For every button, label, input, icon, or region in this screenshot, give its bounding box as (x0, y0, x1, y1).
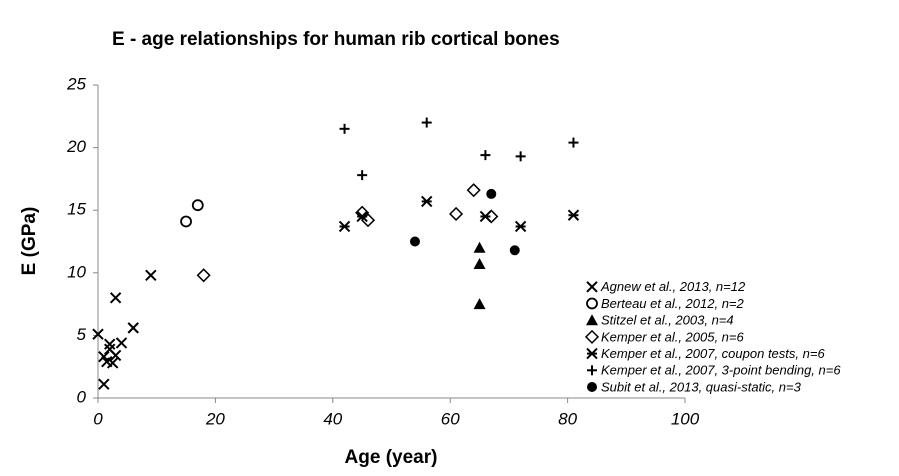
x-tick-label: 80 (558, 409, 577, 428)
marker-stroke (109, 292, 122, 304)
marker (196, 268, 211, 283)
marker (584, 329, 600, 344)
marker-stroke (127, 322, 139, 334)
marker (479, 210, 492, 223)
marker (106, 357, 119, 369)
marker (473, 258, 486, 270)
marker-stroke (109, 349, 122, 362)
marker (127, 322, 139, 334)
marker (109, 349, 122, 362)
y-tick-label: 5 (77, 325, 87, 344)
marker-shape (587, 382, 597, 392)
marker (92, 328, 104, 340)
y-tick-label: 10 (67, 262, 86, 281)
marker (568, 137, 579, 148)
marker (473, 298, 486, 310)
x-tick-label: 60 (441, 409, 460, 428)
marker-shape (466, 183, 481, 198)
marker-stroke (115, 337, 128, 349)
marker (586, 281, 598, 293)
marker (409, 236, 420, 247)
marker (357, 170, 368, 181)
marker-stroke (104, 338, 116, 350)
marker (180, 215, 192, 228)
legend-label: Kemper et al., 2007, coupon tests, n=6 (601, 346, 825, 361)
marker-shape (449, 206, 464, 222)
marker-stroke (92, 328, 104, 340)
x-tick-label: 100 (671, 409, 700, 428)
marker (587, 382, 597, 392)
legend-label: Berteau et al., 2012, n=2 (601, 296, 745, 311)
x-tick-label: 40 (323, 409, 342, 428)
marker-stroke (586, 281, 598, 293)
marker (509, 245, 520, 256)
marker-stroke (145, 269, 157, 282)
marker (586, 314, 598, 326)
marker (421, 195, 433, 208)
marker-shape (473, 298, 486, 310)
marker-stroke (98, 378, 110, 390)
marker-shape (509, 245, 520, 256)
legend-label: Kemper et al., 2005, n=6 (601, 329, 745, 344)
marker (356, 210, 368, 223)
marker (98, 378, 110, 390)
marker (338, 220, 351, 233)
marker (449, 206, 464, 222)
marker (486, 188, 497, 199)
marker (473, 241, 486, 253)
marker-shape (586, 297, 598, 310)
legend-label: Agnew et al., 2013, n=12 (600, 279, 746, 294)
x-axis-label: Age (year) (345, 447, 438, 468)
marker (191, 199, 204, 212)
legend-label: Stitzel et al., 2003, n=4 (601, 313, 734, 328)
marker (421, 117, 432, 128)
marker-shape (473, 258, 486, 270)
marker-shape (180, 215, 192, 228)
marker (586, 297, 598, 310)
x-tick-label: 0 (93, 409, 103, 428)
legend: Agnew et al., 2013, n=12 Berteau et al., … (600, 279, 841, 394)
y-tick-label: 20 (66, 137, 86, 156)
marker-shape (191, 199, 204, 212)
marker-stroke (104, 343, 116, 355)
marker-shape (586, 314, 598, 326)
marker-shape (196, 268, 211, 283)
marker-stroke (101, 355, 113, 368)
marker (480, 150, 491, 161)
marker (109, 292, 122, 304)
legend-label: Kemper et al., 2007, 3-point bending, n=… (601, 363, 841, 378)
y-axis-label: E (GPa) (19, 207, 40, 276)
y-tick-label: 15 (67, 200, 86, 219)
marker (339, 123, 350, 134)
marker-shape (486, 188, 497, 199)
marker (466, 183, 481, 198)
marker (115, 337, 128, 349)
marker (587, 365, 597, 376)
marker-shape (584, 329, 600, 344)
marker (586, 347, 598, 360)
marker-stroke (98, 350, 110, 363)
marker (145, 269, 157, 282)
marker (567, 209, 580, 221)
marker (514, 220, 527, 233)
legend-label: Subit et al., 2013, quasi-static, n=3 (601, 379, 802, 394)
marker-shape (409, 236, 420, 247)
y-tick-label: 0 (77, 387, 87, 406)
chart-title: E - age relationships for human rib cort… (112, 29, 560, 50)
marker-stroke (106, 357, 119, 369)
marker-shape (473, 241, 486, 253)
marker (515, 151, 526, 162)
y-tick-label: 25 (66, 74, 86, 93)
x-tick-label: 20 (205, 409, 225, 428)
marker (104, 338, 116, 350)
